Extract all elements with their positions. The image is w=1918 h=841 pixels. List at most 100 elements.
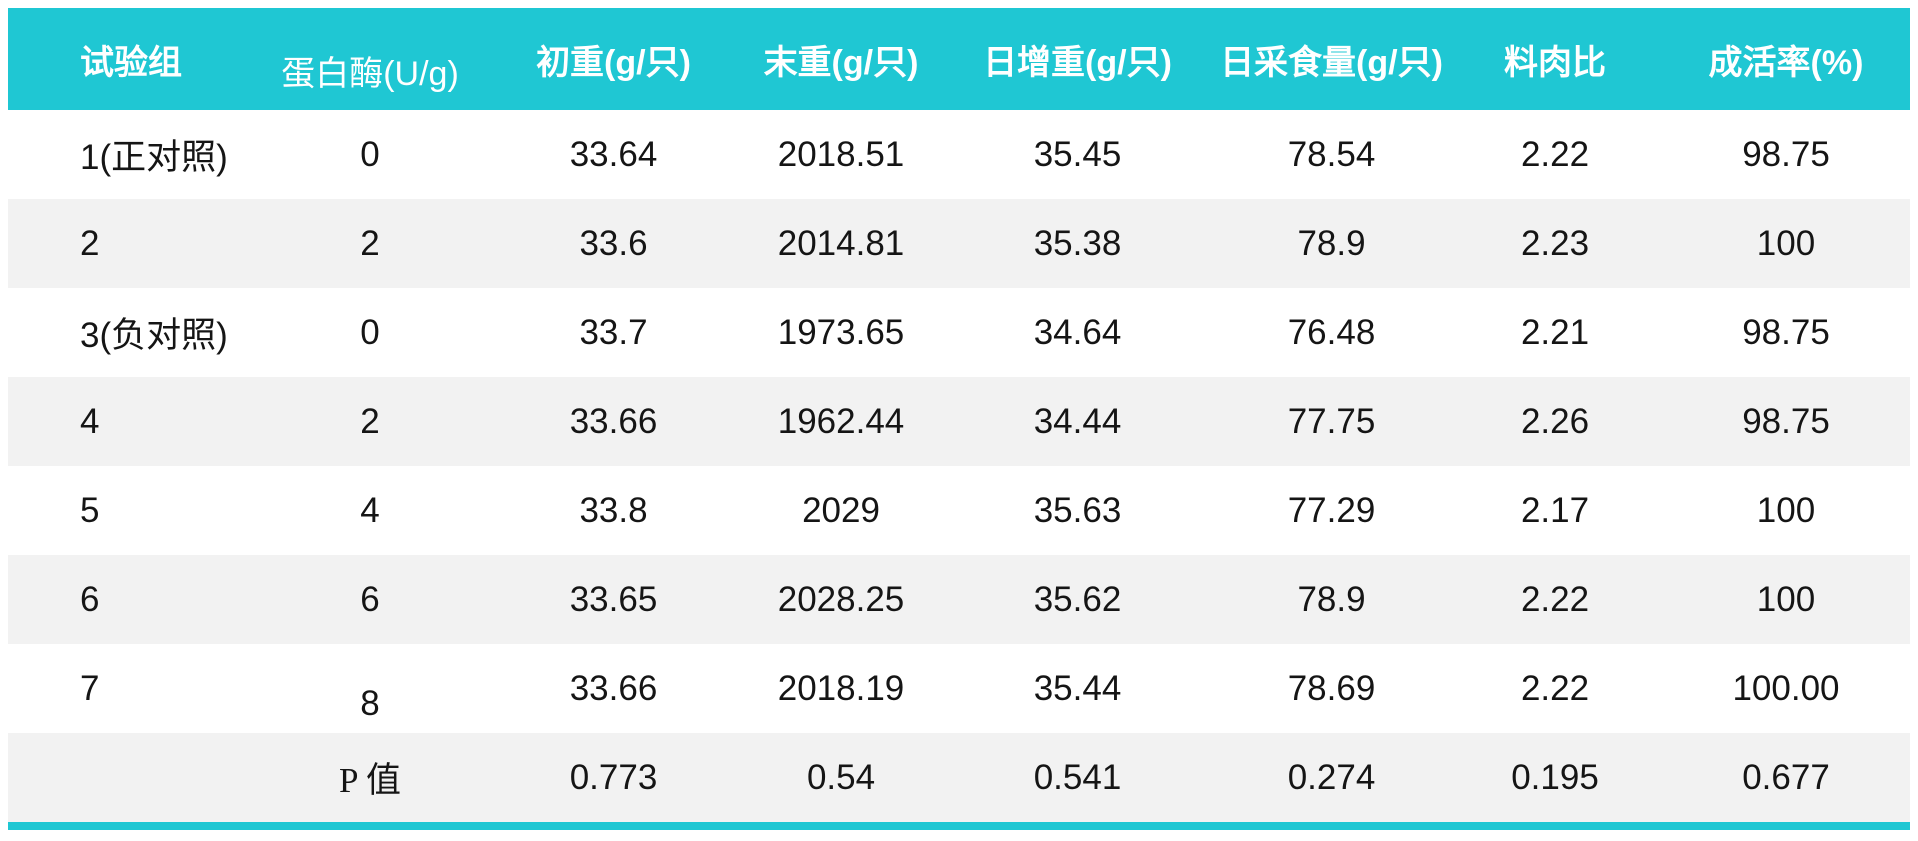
cell-initial-weight: 33.66 xyxy=(485,377,742,466)
cell-value: 100 xyxy=(1756,579,1816,619)
cell-test-group: 4 xyxy=(8,377,255,466)
cell-protease-u-per-g: P 值 xyxy=(255,733,485,822)
cell-value: 5 xyxy=(80,490,100,530)
cell-value: 0 xyxy=(360,312,380,352)
cell-initial-weight: 33.6 xyxy=(485,199,742,288)
column-header-protease-u-per-g: 蛋白酶(U/g) xyxy=(255,8,485,110)
cell-feed-conversion-ratio: 2.22 xyxy=(1448,555,1662,644)
cell-daily-weight-gain: 0.541 xyxy=(940,733,1215,822)
table-row-5: 5 4 33.8 2029 35.63 77.29 2.17 100 xyxy=(8,466,1910,555)
cell-test-group: 6 xyxy=(8,555,255,644)
cell-value: 2 xyxy=(360,223,380,263)
cell-feed-conversion-ratio: 2.22 xyxy=(1448,110,1662,199)
cell-survival-rate: 100 xyxy=(1662,199,1910,288)
table-row-8: P 值 0.773 0.54 0.541 0.274 0.195 0.677 xyxy=(8,733,1910,822)
cell-value: 4 xyxy=(80,401,100,441)
cell-initial-weight: 33.7 xyxy=(485,288,742,377)
cell-value: 2018.51 xyxy=(777,134,905,174)
cell-daily-weight-gain: 35.45 xyxy=(940,110,1215,199)
cell-survival-rate: 100 xyxy=(1662,466,1910,555)
cell-value: 98.75 xyxy=(1742,134,1830,174)
cell-initial-weight: 33.65 xyxy=(485,555,742,644)
cell-protease-u-per-g: 0 xyxy=(255,288,485,377)
cell-survival-rate: 0.677 xyxy=(1662,733,1910,822)
cell-value: 33.8 xyxy=(579,490,648,530)
cell-final-weight: 1973.65 xyxy=(742,288,940,377)
cell-feed-conversion-ratio: 2.21 xyxy=(1448,288,1662,377)
cell-survival-rate: 98.75 xyxy=(1662,110,1910,199)
header-row: 试验组 蛋白酶(U/g) 初重(g/只) 末重(g/只) 日增重(g/只) 日采食量(g/… xyxy=(8,8,1910,110)
cell-protease-u-per-g: 2 xyxy=(255,199,485,288)
cell-value: 2.17 xyxy=(1520,490,1590,530)
cell-value: 0.773 xyxy=(569,757,658,797)
cell-value: 3(负对照) xyxy=(80,316,228,355)
cell-test-group: 1(正对照) xyxy=(8,110,255,199)
cell-value: 2.26 xyxy=(1520,401,1590,441)
cell-daily-feed-intake: 78.69 xyxy=(1215,644,1448,733)
cell-value: 98.75 xyxy=(1742,312,1830,352)
cell-daily-feed-intake: 78.9 xyxy=(1215,555,1448,644)
cell-value: 4 xyxy=(360,490,380,530)
cell-value: 33.7 xyxy=(579,312,648,352)
cell-protease-u-per-g: 8 xyxy=(255,644,485,733)
column-header-label: 蛋白酶(U/g) xyxy=(281,54,459,93)
column-header-final-weight: 末重(g/只) xyxy=(742,8,940,110)
cell-value: 33.66 xyxy=(569,401,658,441)
column-header-label: 日增重(g/只) xyxy=(983,43,1172,82)
cell-initial-weight: 33.66 xyxy=(485,644,742,733)
cell-daily-feed-intake: 78.9 xyxy=(1215,199,1448,288)
cell-initial-weight: 0.773 xyxy=(485,733,742,822)
cell-test-group xyxy=(8,733,255,822)
cell-value: 76.48 xyxy=(1287,312,1376,352)
cell-test-group: 7 xyxy=(8,644,255,733)
cell-value: 35.63 xyxy=(1033,490,1122,530)
cell-value: 2.23 xyxy=(1520,223,1590,263)
cell-daily-feed-intake: 78.54 xyxy=(1215,110,1448,199)
column-header-survival-rate: 成活率(%) xyxy=(1662,8,1910,110)
cell-value: 78.9 xyxy=(1297,579,1366,619)
cell-value: 2.21 xyxy=(1520,312,1590,352)
cell-value: 98.75 xyxy=(1742,401,1830,441)
cell-value: 100 xyxy=(1756,490,1816,530)
cell-value: 35.62 xyxy=(1033,579,1122,619)
cell-value: 8 xyxy=(360,683,380,723)
cell-daily-feed-intake: 0.274 xyxy=(1215,733,1448,822)
cell-initial-weight: 33.64 xyxy=(485,110,742,199)
cell-protease-u-per-g: 0 xyxy=(255,110,485,199)
cell-value: P 值 xyxy=(339,761,401,800)
cell-final-weight: 2029 xyxy=(742,466,940,555)
cell-value: 1973.65 xyxy=(777,312,905,352)
cell-value: 2 xyxy=(360,401,380,441)
table-bottom-border xyxy=(8,822,1910,830)
cell-value: 2029 xyxy=(802,490,880,530)
cell-value: 2018.19 xyxy=(777,668,905,708)
cell-final-weight: 2018.51 xyxy=(742,110,940,199)
cell-test-group: 3(负对照) xyxy=(8,288,255,377)
cell-value: 78.9 xyxy=(1297,223,1366,263)
cell-daily-weight-gain: 35.38 xyxy=(940,199,1215,288)
column-header-label: 料肉比 xyxy=(1504,43,1606,82)
cell-value: 1(正对照) xyxy=(80,138,228,177)
cell-value: 0.677 xyxy=(1742,757,1830,797)
cell-survival-rate: 98.75 xyxy=(1662,377,1910,466)
cell-test-group: 5 xyxy=(8,466,255,555)
cell-value: 2.22 xyxy=(1520,134,1590,174)
cell-value: 0.195 xyxy=(1511,757,1599,797)
column-header-daily-feed-intake: 日采食量(g/只) xyxy=(1215,8,1448,110)
cell-value: 2.22 xyxy=(1520,579,1590,619)
column-header-label: 试验组 xyxy=(80,43,182,82)
column-header-label: 初重(g/只) xyxy=(536,43,691,82)
column-header-daily-weight-gain: 日增重(g/只) xyxy=(940,8,1215,110)
table-row-7: 7 8 33.66 2018.19 35.44 78.69 2.22 100.00 xyxy=(8,644,1910,733)
column-header-label: 末重(g/只) xyxy=(763,43,919,82)
table-row-6: 6 6 33.65 2028.25 35.62 78.9 2.22 100 xyxy=(8,555,1910,644)
cell-final-weight: 2014.81 xyxy=(742,199,940,288)
cell-daily-weight-gain: 35.44 xyxy=(940,644,1215,733)
cell-feed-conversion-ratio: 2.26 xyxy=(1448,377,1662,466)
table-header: 试验组 蛋白酶(U/g) 初重(g/只) 末重(g/只) 日增重(g/只) 日采食量(g/… xyxy=(8,8,1910,110)
cell-value: 34.64 xyxy=(1033,312,1122,352)
cell-final-weight: 2028.25 xyxy=(742,555,940,644)
cell-value: 33.64 xyxy=(569,134,658,174)
cell-daily-feed-intake: 77.29 xyxy=(1215,466,1448,555)
cell-feed-conversion-ratio: 2.22 xyxy=(1448,644,1662,733)
